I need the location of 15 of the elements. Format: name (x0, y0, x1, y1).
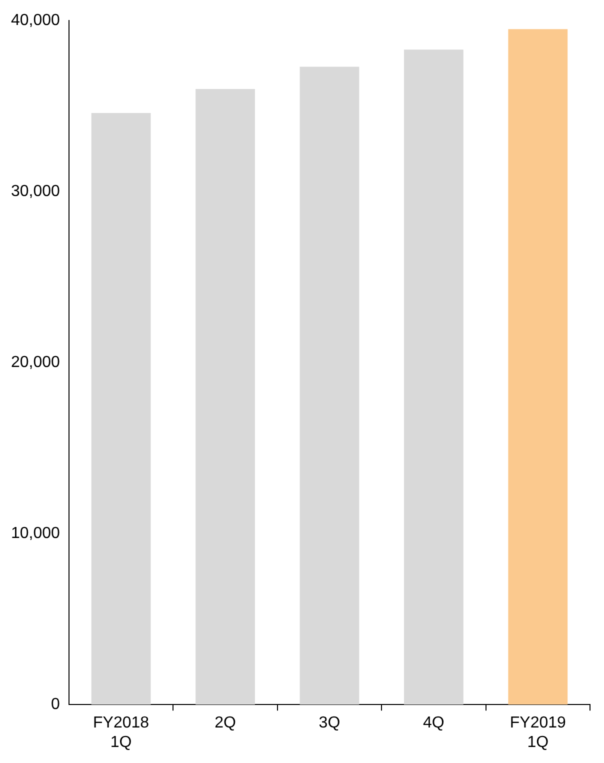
x-tick-label: 4Q (423, 714, 444, 732)
x-tick-label: 3Q (318, 714, 340, 732)
y-tick-label: 30,000 (11, 183, 60, 200)
x-tick-label: FY2018 1Q (93, 714, 150, 751)
y-tick-label: 20,000 (11, 354, 60, 372)
x-tick-label: 2Q (214, 714, 236, 732)
bar (196, 89, 255, 705)
y-tick-label: 0 (51, 696, 60, 714)
bar (300, 66, 360, 705)
bar (508, 29, 568, 705)
bar (404, 50, 464, 705)
bar (91, 112, 151, 705)
y-tick-label: 40,000 (11, 12, 60, 30)
x-tick-label: FY2019 1Q (510, 714, 566, 751)
y-tick-label: 10,000 (11, 525, 60, 542)
